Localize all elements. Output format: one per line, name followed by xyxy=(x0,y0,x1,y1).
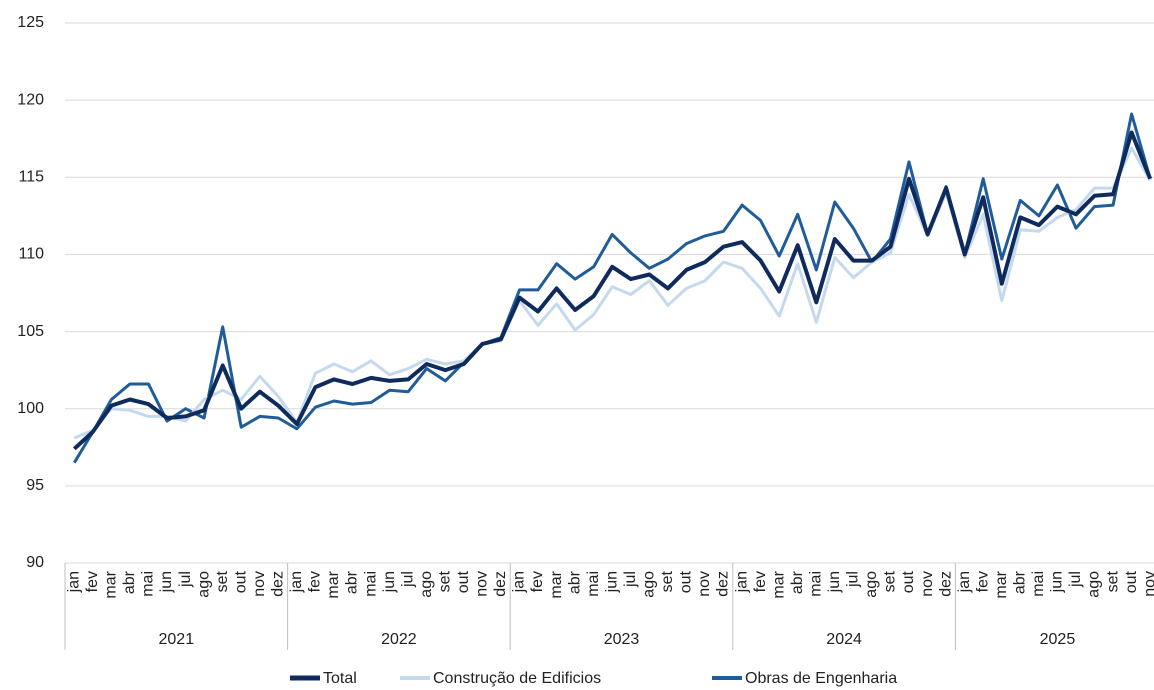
x-tick-label: jan xyxy=(511,571,528,593)
x-tick-label: jun xyxy=(381,571,398,593)
x-tick-label: jan xyxy=(956,571,973,593)
x-tick-label: jul xyxy=(1067,571,1084,588)
series-line xyxy=(73,146,1152,440)
x-tick-label: set xyxy=(1104,570,1121,592)
x-tick-label: abr xyxy=(1012,570,1029,594)
x-tick-label: jul xyxy=(622,571,639,588)
x-tick-label: set xyxy=(214,570,231,592)
y-tick-label: 110 xyxy=(18,246,44,263)
x-tick-label: nov xyxy=(696,571,713,597)
legend-label: Obras de Engenharia xyxy=(745,670,897,687)
group-label: 2025 xyxy=(1040,631,1076,648)
x-tick-label: ago xyxy=(195,571,212,598)
x-tick-label: mai xyxy=(1030,571,1047,597)
x-tick-label: ago xyxy=(863,571,880,598)
x-tick-label: mai xyxy=(140,571,157,597)
x-tick-label: out xyxy=(232,570,249,593)
x-tick-label: ago xyxy=(641,571,658,598)
legend-label: Total xyxy=(323,670,357,687)
y-tick-label: 95 xyxy=(26,477,44,494)
x-tick-label: nov xyxy=(919,571,936,597)
x-tick-label: jan xyxy=(65,571,82,593)
x-tick-label: jan xyxy=(288,571,305,593)
x-tick-label: abr xyxy=(789,570,806,594)
x-tick-label: jul xyxy=(845,571,862,588)
x-tick-label: out xyxy=(678,570,695,593)
x-tick-label: mar xyxy=(103,570,120,598)
x-tick-label: set xyxy=(436,570,453,592)
x-tick-label: set xyxy=(659,570,676,592)
x-tick-label: jan xyxy=(733,571,750,593)
x-tick-label: out xyxy=(900,570,917,593)
x-tick-label: abr xyxy=(344,570,361,594)
group-label: 2022 xyxy=(381,631,417,648)
x-tick-label: jul xyxy=(399,571,416,588)
x-tick-label: mar xyxy=(548,570,565,598)
group-label: 2021 xyxy=(159,631,195,648)
x-tick-label: jun xyxy=(826,571,843,593)
y-tick-label: 115 xyxy=(18,169,44,186)
y-tick-label: 105 xyxy=(17,323,44,340)
x-tick-label: mar xyxy=(770,570,787,598)
x-tick-label: out xyxy=(1123,570,1140,593)
x-tick-label: jul xyxy=(177,571,194,588)
y-tick-label: 100 xyxy=(17,400,44,417)
x-tick-label: abr xyxy=(566,570,583,594)
x-tick-label: nov xyxy=(474,571,491,597)
x-tick-label: fev xyxy=(752,571,769,592)
x-tick-label: dez xyxy=(270,571,287,597)
x-tick-label: mai xyxy=(807,571,824,597)
x-tick-label: ago xyxy=(1086,571,1103,598)
x-tick-label: ago xyxy=(418,571,435,598)
x-tick-label: jun xyxy=(603,571,620,593)
x-tick-label: mar xyxy=(993,570,1010,598)
x-tick-label: nov xyxy=(1141,571,1154,597)
x-tick-label: jun xyxy=(1049,571,1066,593)
x-tick-label: fev xyxy=(307,571,324,592)
x-tick-label: set xyxy=(882,570,899,592)
x-tick-label: mai xyxy=(362,571,379,597)
series-line xyxy=(72,130,1153,451)
x-tick-label: dez xyxy=(492,571,509,597)
legend-label: Construção de Edificios xyxy=(433,670,601,687)
x-tick-label: dez xyxy=(937,571,954,597)
x-tick-label: mai xyxy=(585,571,602,597)
x-tick-label: fev xyxy=(84,571,101,592)
x-tick-label: nov xyxy=(251,571,268,597)
x-tick-label: fev xyxy=(974,571,991,592)
x-tick-label: fev xyxy=(529,571,546,592)
x-tick-label: mar xyxy=(325,570,342,598)
x-tick-label: out xyxy=(455,570,472,593)
x-tick-label: dez xyxy=(715,571,732,597)
y-tick-label: 125 xyxy=(17,14,44,31)
x-tick-label: jun xyxy=(158,571,175,593)
y-tick-label: 120 xyxy=(17,91,44,108)
x-tick-label: abr xyxy=(121,570,138,594)
y-tick-label: 90 xyxy=(26,554,44,571)
group-label: 2023 xyxy=(604,631,640,648)
group-label: 2024 xyxy=(826,631,862,648)
